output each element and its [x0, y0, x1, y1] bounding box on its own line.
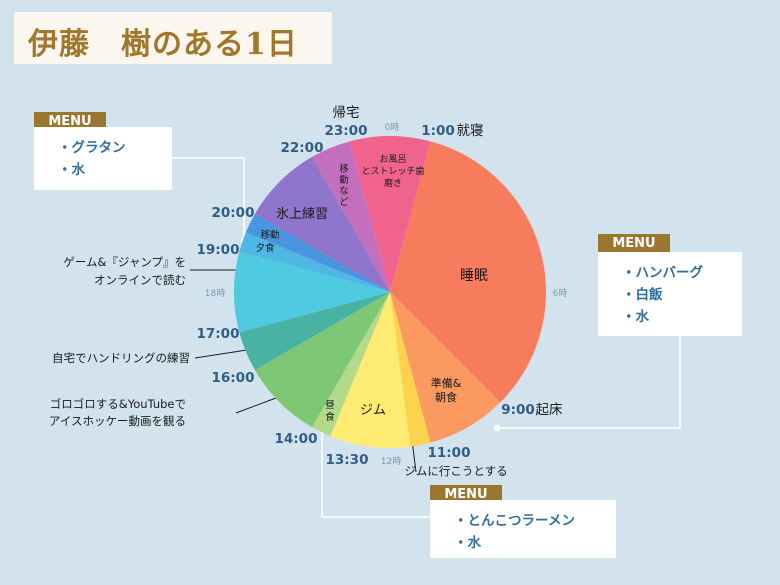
hour-mark: 0時 — [385, 122, 400, 133]
slice-label: な — [339, 186, 349, 197]
pie-slice — [234, 251, 390, 333]
annotation-label: オンラインで読む — [94, 273, 186, 287]
time-label: 13:30 — [326, 452, 369, 468]
menu-box-lunch: ・とんこつラーメン ・水 — [430, 500, 616, 558]
time-label: 22:00 — [281, 140, 324, 156]
annotation-label: ジムに行こうとする — [404, 464, 507, 478]
slice-label: 移動 — [260, 229, 279, 241]
time-label: 23:00 — [325, 123, 368, 139]
menu-item: ・とんこつラーメン — [454, 513, 575, 529]
connector-line — [321, 430, 430, 518]
pie-slice — [245, 214, 390, 292]
slice-label: ジム — [360, 403, 386, 418]
time-label: 20:00 — [212, 205, 255, 221]
hour-mark: 12時 — [381, 456, 401, 467]
slice-label: 昼 — [325, 400, 335, 411]
slice-label: 食 — [325, 411, 335, 423]
pie-slice — [312, 292, 390, 437]
hour-mark: 6時 — [553, 288, 568, 299]
annotation-label: ゴロゴロする&YouTubeで — [50, 397, 186, 411]
slice-label: 準備& — [431, 376, 462, 390]
slice-label: 氷上練習 — [276, 207, 328, 222]
hour-mark: 18時 — [205, 288, 225, 299]
time-label: 19:00 — [197, 242, 240, 258]
slice-label: お風呂 — [379, 154, 406, 165]
event-label: 就寝 — [457, 122, 484, 139]
menu-tab-breakfast: MENU — [598, 234, 670, 254]
menu-item: ・グラタン — [58, 140, 126, 156]
time-label: 1:00 — [421, 123, 455, 139]
slice-label: 朝食 — [435, 390, 457, 404]
time-label: 9:00 — [501, 402, 535, 418]
slice-label: 動 — [339, 175, 349, 186]
pie-slice — [330, 292, 411, 449]
page-title: 伊藤 樹のある1日 — [28, 27, 298, 62]
event-label: 起床 — [536, 402, 564, 418]
menu-item: ・水 — [454, 535, 481, 551]
pie-slice — [254, 156, 390, 292]
time-label: 17:00 — [197, 326, 240, 342]
pie-slice — [390, 141, 546, 403]
pie-slice — [254, 292, 390, 428]
menu-item: ・ハンバーグ — [622, 265, 703, 281]
slice-label: とストレッチ歯 — [361, 165, 424, 177]
outer-labels: 23:00 1:00 22:00 20:00 19:00 17:00 16:00 14:00 1… — [49, 104, 567, 478]
time-label: 11:00 — [428, 445, 471, 461]
annotation-label: アイスホッケー動画を観る — [49, 414, 186, 428]
pie-slice — [239, 232, 390, 292]
pie-slice — [349, 136, 431, 292]
pie-slice — [239, 292, 390, 370]
slice-label: 移 — [339, 163, 349, 175]
time-label: 16:00 — [212, 370, 255, 386]
slice-label: 夕食 — [255, 242, 275, 254]
pie-slice — [390, 292, 501, 443]
slice-label: 睡眠 — [460, 268, 488, 284]
connector-dot — [493, 424, 501, 432]
connector-line — [497, 318, 681, 429]
pie-slices — [234, 136, 546, 449]
annotation-label: ゲーム&『ジャンプ』を — [63, 255, 186, 269]
pie-slice — [312, 141, 390, 292]
menu-item: ・白飯 — [622, 287, 663, 303]
menu-item: ・水 — [622, 309, 649, 325]
menu-box-breakfast: ・ハンバーグ ・白飯 ・水 — [598, 252, 742, 336]
slice-label: 磨き — [384, 178, 402, 189]
menu-item: ・水 — [58, 162, 85, 178]
slice-label: ど — [339, 197, 349, 208]
event-label: 帰宅 — [333, 104, 360, 121]
menu-box-dinner: ・グラタン ・水 — [34, 127, 172, 190]
title-banner: 伊藤 樹のある1日 — [14, 12, 332, 64]
time-label: 14:00 — [275, 431, 318, 447]
connector-line — [172, 157, 245, 241]
annotation-label: 自宅でハンドリングの練習 — [52, 351, 190, 365]
pie-slice — [390, 292, 431, 447]
